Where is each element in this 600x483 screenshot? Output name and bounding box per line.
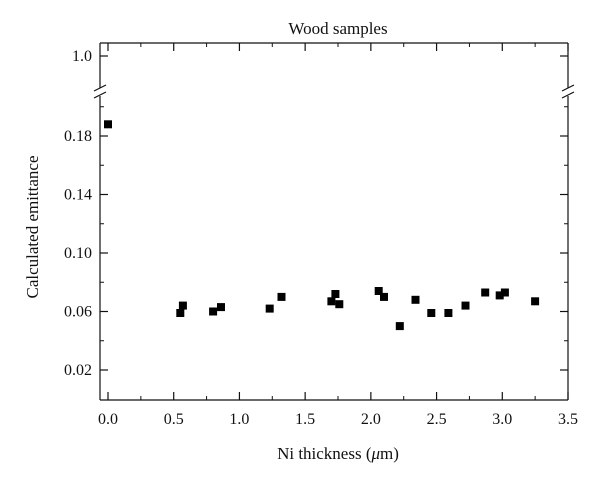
x-axis-title-mu: μ (371, 444, 381, 463)
left-break-slash-2 (93, 91, 107, 99)
x-tick-label: 3.0 (492, 411, 512, 428)
data-point (461, 301, 470, 310)
data-point (265, 304, 274, 313)
x-axis: 0.0 0.5 1.0 1.5 2.0 2.5 3.0 3.5 (98, 43, 578, 428)
data-point (481, 288, 490, 297)
x-axis-title: Ni thickness (μm) (277, 444, 399, 463)
data-point (209, 307, 218, 316)
data-point (331, 290, 340, 298)
x-axis-title-main: Ni thickness ( (277, 444, 372, 463)
right-break-slash-1 (561, 84, 575, 92)
y-tick-label: 0.14 (64, 187, 92, 204)
data-point (395, 322, 404, 331)
y-tick-label: 0.10 (64, 245, 92, 262)
data-point (411, 295, 420, 304)
y-tick-label: 0.18 (64, 128, 92, 145)
x-tick-label: 2.5 (427, 411, 447, 428)
data-point (327, 297, 336, 306)
data-point (176, 309, 185, 317)
data-series (104, 120, 540, 331)
data-point (531, 297, 540, 306)
data-point (217, 303, 225, 312)
data-point (104, 120, 112, 129)
x-tick-label: 2.0 (361, 411, 381, 428)
chart-title: Wood samples (288, 19, 387, 38)
x-axis-title-rest: m) (380, 444, 399, 463)
data-point (380, 292, 388, 301)
y-tick-label: 0.06 (64, 304, 92, 321)
x-tick-label: 3.5 (558, 411, 578, 428)
plot-frame (99, 42, 569, 401)
y-upper-tick-label: 1.0 (72, 48, 92, 65)
y-axis: 0.02 0.06 0.10 0.14 0.18 1.0 (64, 48, 568, 379)
data-point (444, 309, 453, 317)
y-tick-label: 0.02 (64, 362, 92, 379)
y-axis-title: Calculated emittance (23, 155, 42, 298)
axis-break-marks (93, 84, 575, 99)
data-point (374, 287, 383, 295)
data-point (495, 291, 504, 300)
data-point (178, 301, 187, 310)
x-tick-label: 0.5 (164, 411, 184, 428)
data-point (427, 309, 436, 317)
x-tick-label: 1.0 (229, 411, 249, 428)
data-point (277, 292, 286, 301)
data-point (500, 288, 509, 297)
x-tick-label: 0.0 (98, 411, 118, 428)
left-break-slash-1 (93, 84, 107, 92)
x-tick-label: 1.5 (295, 411, 315, 428)
right-break-slash-2 (561, 91, 575, 99)
data-point (335, 300, 344, 309)
